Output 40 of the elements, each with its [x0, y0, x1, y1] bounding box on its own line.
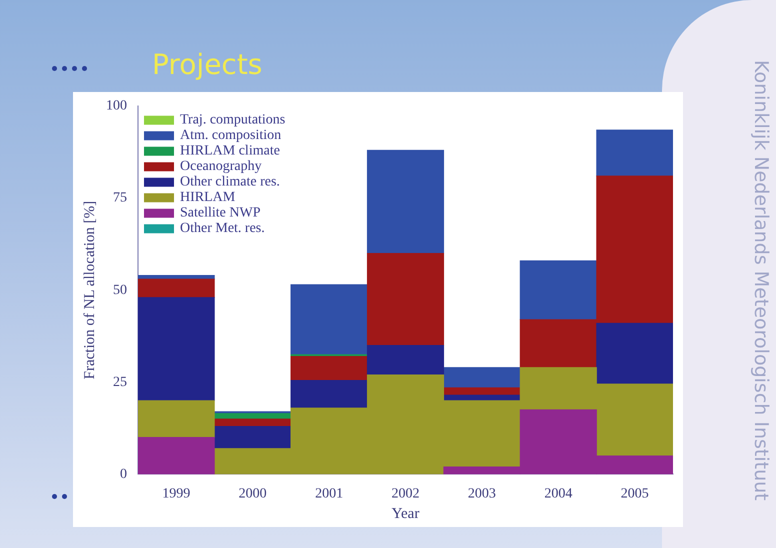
bar: [214, 426, 292, 449]
x-tick-label: 2000: [238, 486, 267, 502]
legend-label: HIRLAM climate: [180, 143, 280, 158]
y-tick-label: 0: [120, 466, 127, 482]
x-axis-title: Year: [392, 506, 420, 522]
bar: [290, 284, 368, 355]
y-tick-label: 50: [113, 282, 127, 298]
x-tick-label: 2004: [544, 486, 572, 502]
bar: [290, 380, 368, 408]
x-tick-label: 1999: [162, 486, 190, 502]
legend-label: HIRLAM: [180, 190, 236, 205]
x-tick-label: 2003: [468, 486, 496, 502]
bar: [138, 297, 215, 401]
y-tick-label: 75: [113, 190, 127, 206]
y-axis-title: Fraction of NL allocation [%]: [82, 200, 98, 380]
x-tick-label: 2001: [315, 486, 344, 502]
legend-label: Satellite NWP: [180, 205, 261, 220]
x-tick-label: 2005: [620, 486, 649, 502]
bar: [366, 150, 444, 254]
bar: [138, 400, 215, 438]
bar: [443, 367, 520, 388]
chart-title: Projects: [152, 48, 262, 81]
bar: [138, 437, 215, 474]
bar: [366, 252, 444, 346]
legend-label: Other climate res.: [180, 174, 280, 190]
legend-label: Traj. computations: [180, 112, 286, 128]
text: Koninklijk Nederlands Meteorologisch Instituut: [750, 60, 772, 501]
bar: [520, 260, 597, 320]
legend-label: Oceanography: [180, 158, 262, 174]
bar: [596, 130, 673, 176]
x-tick-label: 2002: [392, 486, 420, 502]
bar: [290, 356, 368, 381]
bar: [596, 322, 673, 384]
y-tick-label: 25: [113, 374, 127, 390]
bar: [214, 418, 292, 427]
bar: [138, 278, 215, 298]
y-tick-label: 100: [106, 98, 127, 114]
legend-label: Atm. composition: [180, 128, 282, 143]
legend-label: Other Met. res.: [180, 220, 265, 236]
bar: [366, 345, 444, 376]
